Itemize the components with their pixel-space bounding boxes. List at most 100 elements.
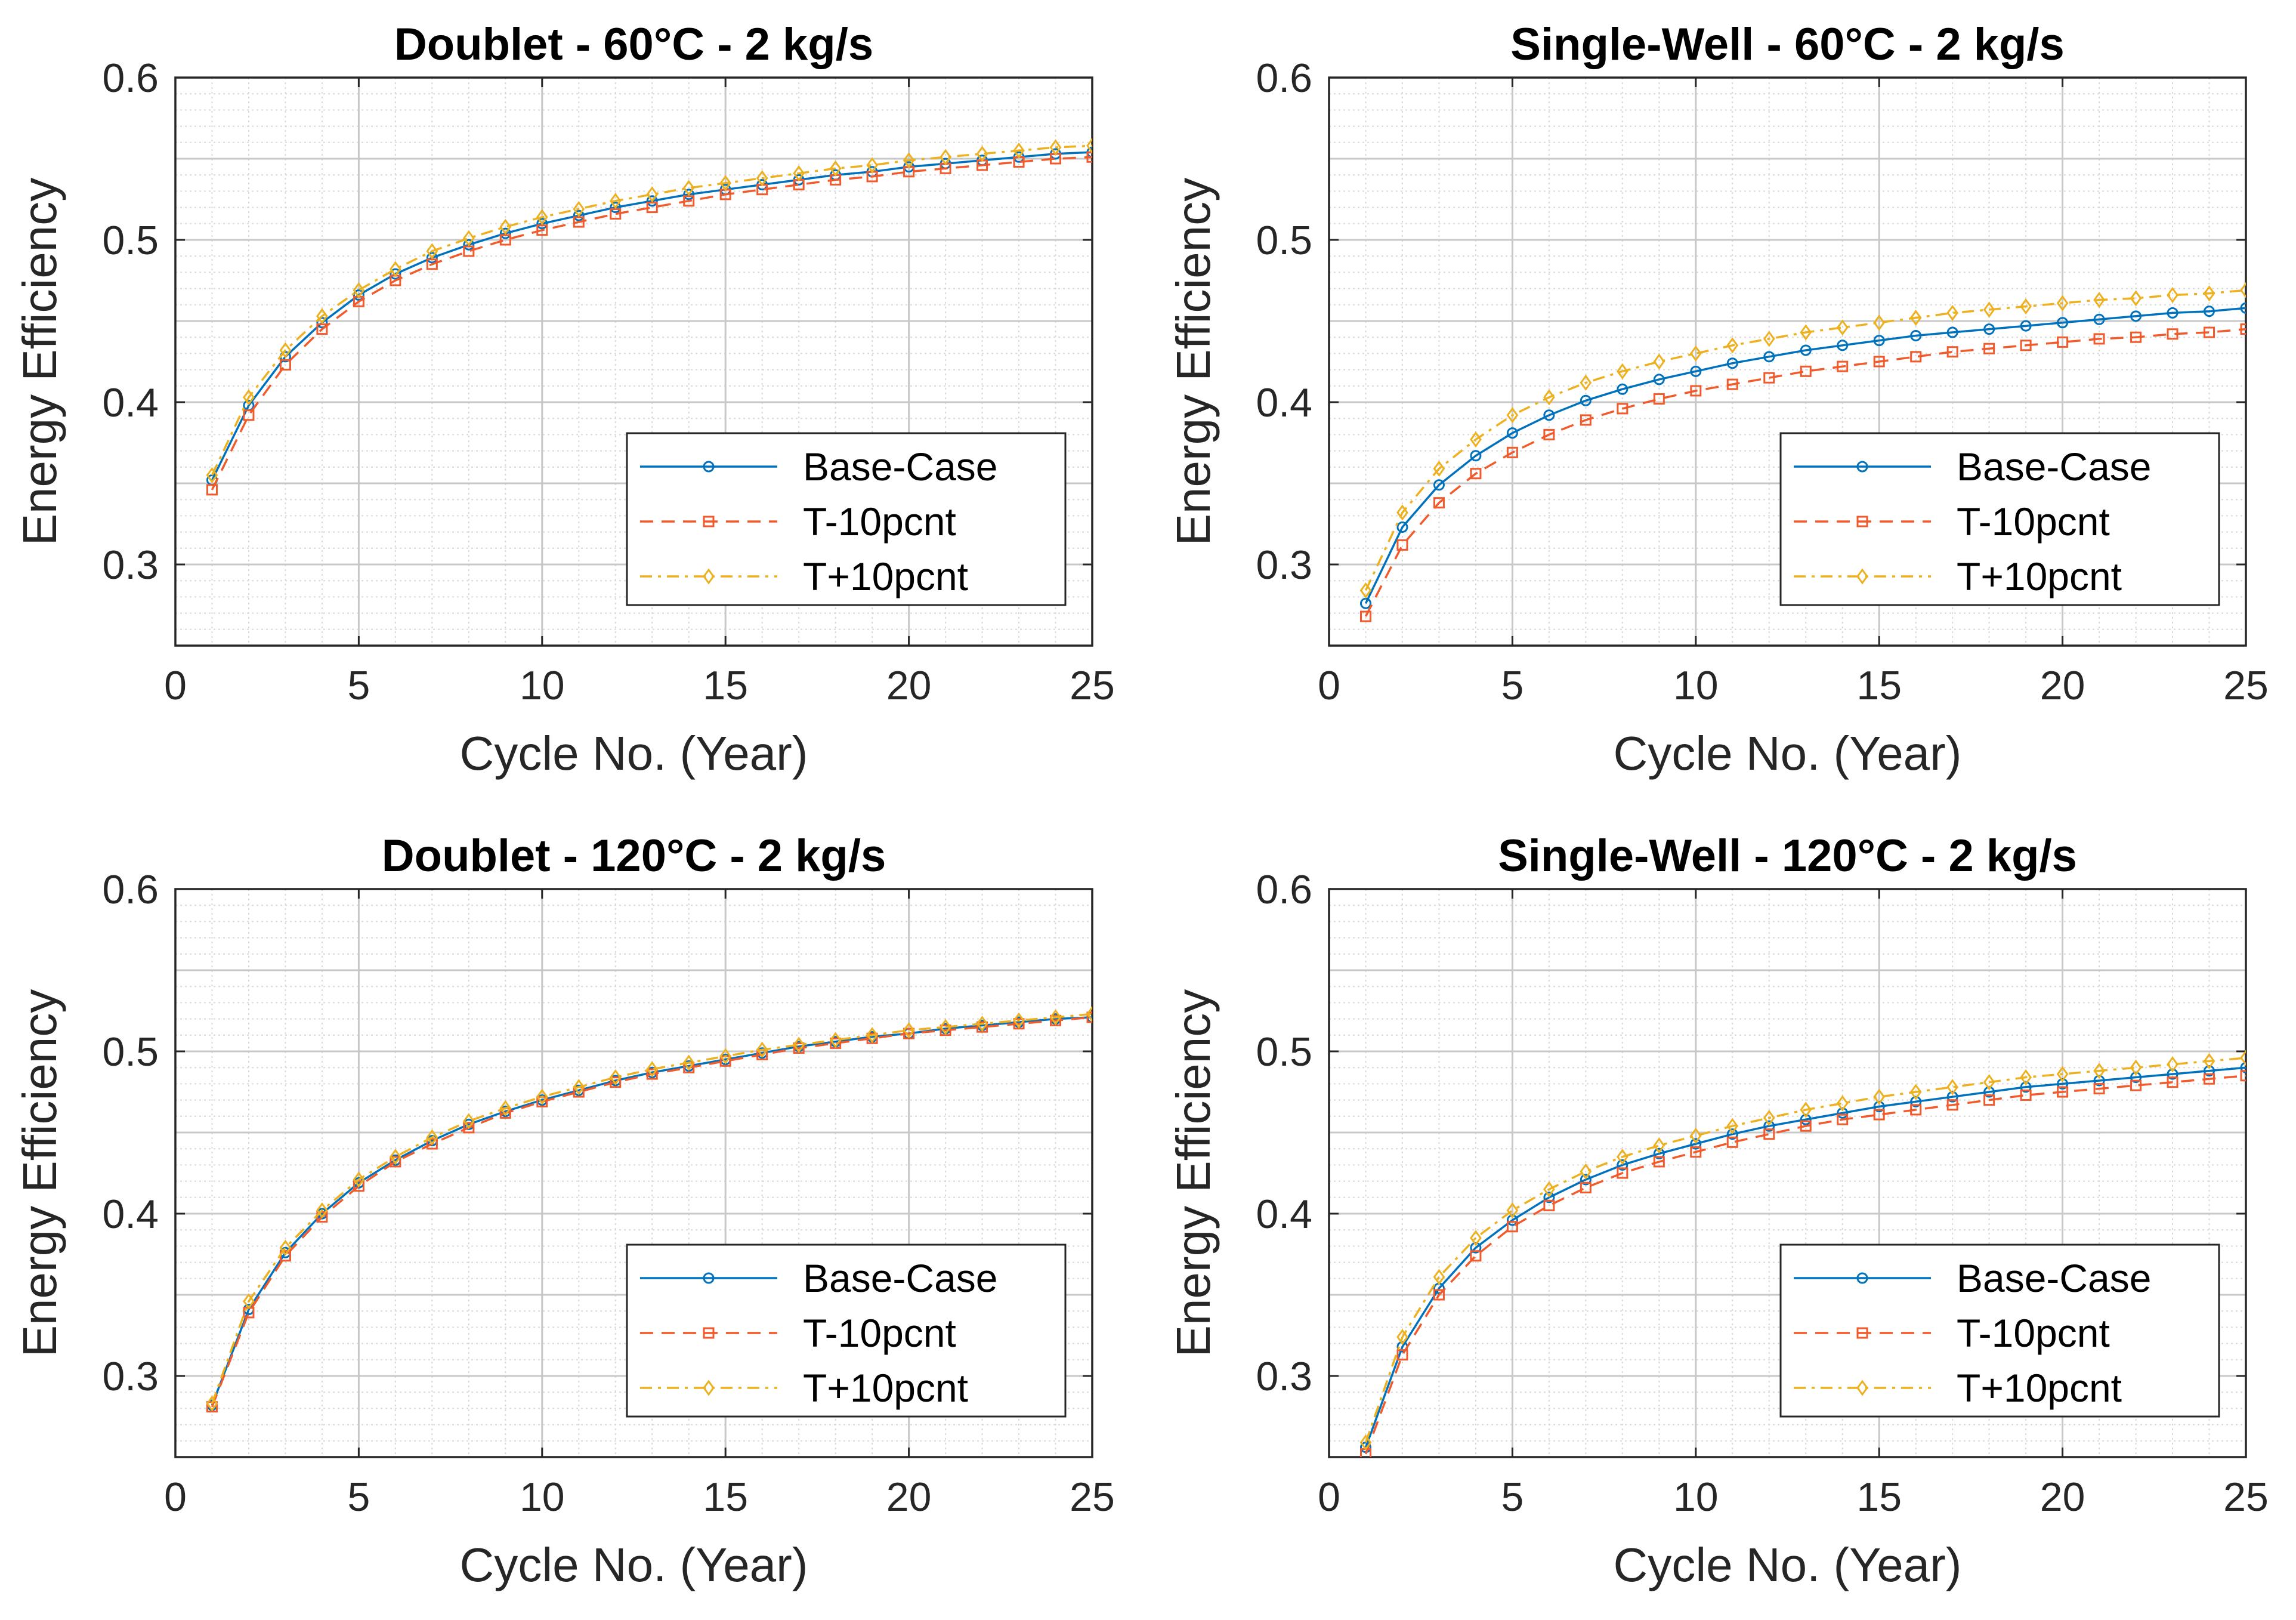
data-point: [1873, 1088, 1886, 1105]
data-point: [1470, 468, 1482, 480]
data-point: [1580, 1174, 1592, 1186]
data-point: [2130, 1072, 2142, 1084]
data-point: [1873, 1109, 1885, 1121]
data-point: [2093, 1083, 2105, 1095]
data-point: [1837, 1107, 1849, 1119]
data-point: [316, 1211, 328, 1223]
y-tick-label: 0.6: [102, 867, 159, 912]
data-point: [2130, 331, 2142, 343]
data-point: [463, 1122, 475, 1134]
data-point: [646, 1068, 658, 1080]
data-point: [1470, 1242, 1482, 1254]
data-point: [1359, 1434, 1372, 1451]
data-point: [1617, 403, 1628, 415]
data-point: [682, 180, 695, 196]
data-point: [1983, 1074, 1995, 1091]
data-point: [536, 209, 548, 226]
data-point: [1396, 539, 1408, 551]
legend-marker: [703, 516, 715, 527]
series-line: [211, 1013, 1092, 1404]
data-point: [1910, 351, 1922, 363]
data-point: [573, 200, 585, 217]
x-axis-label: Cycle No. (Year): [1614, 727, 1962, 780]
chart-title: Doublet - 120°C - 2 kg/s: [382, 831, 886, 881]
data-point: [1763, 1120, 1775, 1132]
data-point: [573, 216, 585, 228]
data-point: [390, 261, 401, 277]
data-point: [609, 1069, 622, 1086]
data-point: [2020, 1081, 2032, 1093]
data-point: [1617, 1167, 1628, 1179]
y-tick-label: 0.4: [1256, 1192, 1312, 1237]
data-point: [1470, 1250, 1482, 1262]
data-point: [2093, 292, 2105, 308]
x-tick-label: 0: [164, 663, 187, 708]
data-point: [1873, 314, 1886, 331]
data-point: [2020, 1089, 2032, 1101]
x-tick-label: 5: [1501, 1474, 1524, 1520]
data-point: [2240, 1062, 2246, 1073]
series-line: [1364, 328, 2246, 617]
x-tick-label: 15: [1856, 1474, 1902, 1520]
data-point: [2020, 320, 2032, 332]
data-point: [1616, 1149, 1628, 1165]
axes-box: [1328, 888, 2247, 1458]
legend-label: Base-Case: [1957, 445, 2152, 489]
data-point: [1690, 1138, 1702, 1150]
y-axis-label: Energy Efficiency: [1167, 178, 1220, 546]
x-tick-label: 5: [1501, 663, 1524, 708]
data-point: [1433, 460, 1445, 477]
series-line: [1364, 1075, 2246, 1455]
data-point: [426, 1138, 438, 1150]
data-point: [2204, 1065, 2215, 1077]
y-tick-label: 0.3: [1256, 542, 1312, 588]
data-point: [2020, 298, 2032, 315]
data-point: [1506, 446, 1518, 458]
data-point: [2130, 1059, 2142, 1076]
legend-marker: [1856, 516, 1868, 527]
data-point: [1580, 414, 1592, 426]
data-point: [536, 224, 548, 236]
data-point: [1690, 365, 1702, 377]
series-base-case: [1359, 302, 2246, 609]
data-point: [463, 245, 475, 257]
data-point: [1543, 428, 1555, 440]
data-point: [610, 208, 622, 220]
data-point: [903, 152, 915, 169]
data-point: [1506, 407, 1519, 424]
data-point: [1763, 372, 1775, 384]
data-point: [1543, 1192, 1555, 1204]
data-point: [1653, 353, 1665, 370]
axes-box: [1328, 76, 2247, 647]
data-point: [646, 1061, 659, 1078]
data-point: [1506, 1202, 1519, 1219]
series-t-10pcnt: [1359, 323, 2246, 622]
data-point: [1800, 1101, 1812, 1118]
data-point: [1800, 1113, 1812, 1125]
legend: Base-Case T-10pcnt T+10pcnt: [626, 432, 1067, 606]
data-point: [1763, 1109, 1775, 1127]
x-tick-label: 15: [1856, 663, 1902, 708]
data-point: [1617, 383, 1628, 395]
data-point: [353, 289, 364, 301]
data-point: [1800, 365, 1812, 377]
data-point: [1690, 1146, 1702, 1158]
chart-title: Doublet - 60°C - 2 kg/s: [394, 19, 873, 70]
data-point: [1690, 385, 1702, 397]
series-t-10pcnt: [1359, 1070, 2246, 1457]
y-tick-label: 0.3: [1256, 1354, 1312, 1399]
data-point: [426, 243, 438, 260]
data-point: [866, 157, 878, 174]
series-line: [1364, 1066, 2246, 1448]
x-tick-label: 20: [2040, 663, 2085, 708]
data-point: [2203, 285, 2215, 302]
data-point: [940, 149, 951, 165]
data-point: [829, 1032, 842, 1048]
x-tick-label: 15: [703, 663, 748, 708]
data-point: [976, 1016, 988, 1032]
data-point: [719, 1048, 732, 1064]
data-point: [1617, 1159, 1628, 1171]
data-point: [1837, 340, 1849, 351]
data-point: [353, 282, 365, 298]
data-point: [462, 1113, 475, 1130]
